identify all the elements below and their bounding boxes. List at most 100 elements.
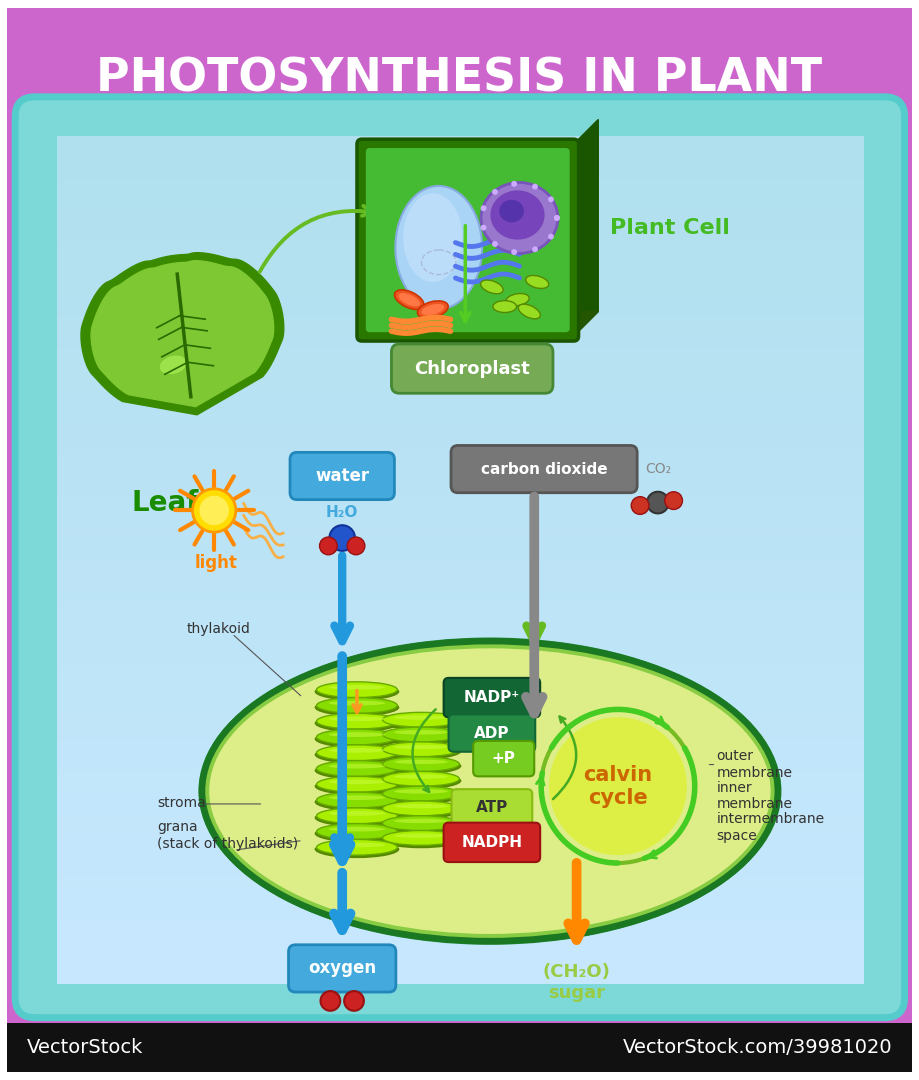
Circle shape — [481, 205, 486, 212]
Ellipse shape — [314, 714, 400, 732]
Ellipse shape — [380, 743, 461, 759]
Bar — [57, 941, 864, 953]
Ellipse shape — [481, 183, 558, 254]
Ellipse shape — [380, 832, 461, 848]
Text: Leaf: Leaf — [131, 489, 199, 517]
Bar — [57, 835, 864, 847]
Bar — [57, 592, 864, 603]
Text: ATP: ATP — [476, 800, 508, 815]
Ellipse shape — [205, 645, 775, 937]
Ellipse shape — [394, 819, 448, 823]
Bar — [57, 189, 864, 201]
Text: light: light — [195, 554, 238, 571]
Bar — [57, 973, 864, 984]
Ellipse shape — [329, 811, 385, 815]
FancyBboxPatch shape — [366, 148, 570, 333]
Text: O₂: O₂ — [332, 1023, 353, 1041]
Ellipse shape — [382, 801, 460, 815]
Ellipse shape — [394, 789, 448, 794]
Ellipse shape — [329, 764, 385, 769]
Circle shape — [329, 525, 355, 551]
Ellipse shape — [329, 732, 385, 737]
Ellipse shape — [316, 824, 397, 839]
Text: NADPH: NADPH — [461, 835, 522, 850]
Ellipse shape — [380, 758, 461, 774]
Ellipse shape — [394, 289, 424, 310]
Text: intermembrane
space: intermembrane space — [717, 812, 824, 842]
Ellipse shape — [417, 301, 448, 319]
Ellipse shape — [314, 840, 400, 859]
Ellipse shape — [380, 802, 461, 819]
Bar — [57, 231, 864, 243]
Circle shape — [511, 180, 517, 187]
Circle shape — [548, 197, 554, 202]
Ellipse shape — [380, 816, 461, 834]
Bar — [57, 707, 864, 719]
Bar — [57, 211, 864, 221]
Ellipse shape — [316, 777, 397, 792]
Bar — [57, 443, 864, 455]
Bar — [57, 369, 864, 380]
Circle shape — [321, 991, 340, 1011]
Bar — [57, 517, 864, 529]
Ellipse shape — [382, 713, 460, 727]
Ellipse shape — [382, 742, 460, 757]
Circle shape — [481, 225, 486, 231]
Circle shape — [511, 249, 517, 255]
Bar — [57, 337, 864, 349]
Text: inner
membrane: inner membrane — [717, 781, 792, 811]
Bar — [57, 147, 864, 159]
Text: oxygen: oxygen — [308, 959, 376, 977]
Bar — [57, 930, 864, 942]
Text: CO₂: CO₂ — [645, 462, 671, 476]
Ellipse shape — [160, 355, 187, 374]
Bar — [57, 760, 864, 772]
FancyBboxPatch shape — [451, 789, 532, 826]
Circle shape — [320, 537, 337, 555]
Bar — [57, 623, 864, 635]
Ellipse shape — [316, 698, 397, 713]
Text: NADP⁺: NADP⁺ — [464, 690, 520, 705]
Text: water: water — [315, 467, 369, 485]
Ellipse shape — [491, 190, 545, 240]
Bar — [57, 877, 864, 889]
Bar — [57, 380, 864, 391]
Bar — [57, 751, 864, 761]
Bar — [57, 253, 864, 265]
Bar — [57, 654, 864, 666]
Bar — [57, 221, 864, 232]
Circle shape — [647, 491, 669, 513]
Bar — [57, 549, 864, 561]
Ellipse shape — [329, 795, 385, 800]
Bar — [57, 581, 864, 593]
Ellipse shape — [394, 715, 448, 719]
Bar — [57, 359, 864, 370]
Bar — [57, 158, 864, 168]
Bar — [57, 295, 864, 307]
Bar — [57, 168, 864, 179]
Ellipse shape — [394, 759, 448, 764]
Bar — [57, 676, 864, 688]
Bar — [57, 136, 864, 148]
Bar — [57, 327, 864, 338]
Ellipse shape — [316, 808, 397, 824]
Ellipse shape — [329, 780, 385, 784]
Bar — [57, 962, 864, 973]
FancyBboxPatch shape — [444, 678, 540, 717]
Ellipse shape — [505, 294, 529, 306]
Bar — [57, 306, 864, 318]
Circle shape — [554, 215, 560, 221]
Text: stroma: stroma — [157, 796, 206, 810]
Bar — [57, 433, 864, 444]
FancyBboxPatch shape — [290, 453, 394, 500]
Bar — [57, 665, 864, 677]
Text: Chloroplast: Chloroplast — [414, 360, 530, 378]
FancyBboxPatch shape — [357, 139, 579, 341]
Ellipse shape — [316, 760, 397, 777]
Circle shape — [532, 184, 538, 190]
Text: outer
membrane: outer membrane — [717, 750, 792, 780]
Circle shape — [532, 246, 538, 253]
Bar — [7, 1023, 913, 1071]
Bar — [57, 475, 864, 487]
Ellipse shape — [316, 839, 397, 855]
